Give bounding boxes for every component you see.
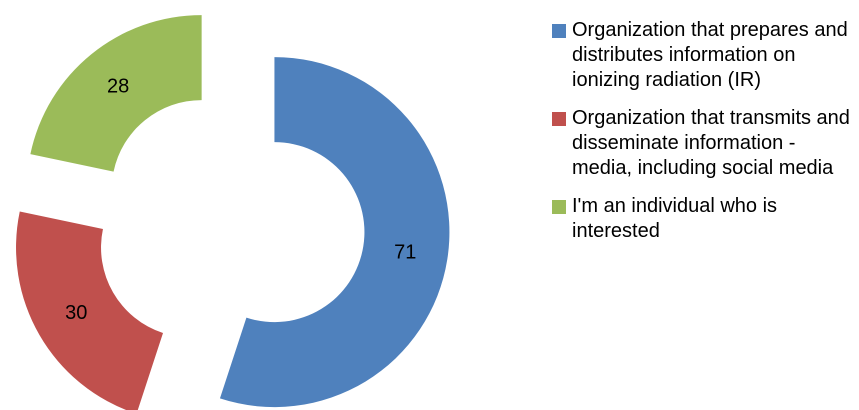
donut-plot: 71 30 28 [16,15,450,410]
donut-segment [16,211,164,410]
legend-label: Organization that prepares and distribut… [572,19,848,91]
data-label: 71 [394,241,416,263]
legend-label: I'm an individual who is interested [572,195,778,242]
data-label: 28 [107,75,129,97]
legend: Organization that prepares and distribut… [548,18,853,257]
legend-label: Organization that transmits and dissemin… [572,107,850,179]
data-label: 30 [65,302,87,324]
legend-swatch [552,112,566,126]
donut-segment [219,57,450,408]
legend-swatch [552,200,566,214]
legend-entry: Organization that prepares and distribut… [548,18,853,93]
legend-swatch [552,24,566,38]
legend-entry: I'm an individual who is interested [548,194,853,244]
legend-entry: Organization that transmits and dissemin… [548,106,853,181]
donut-segment [30,15,202,172]
